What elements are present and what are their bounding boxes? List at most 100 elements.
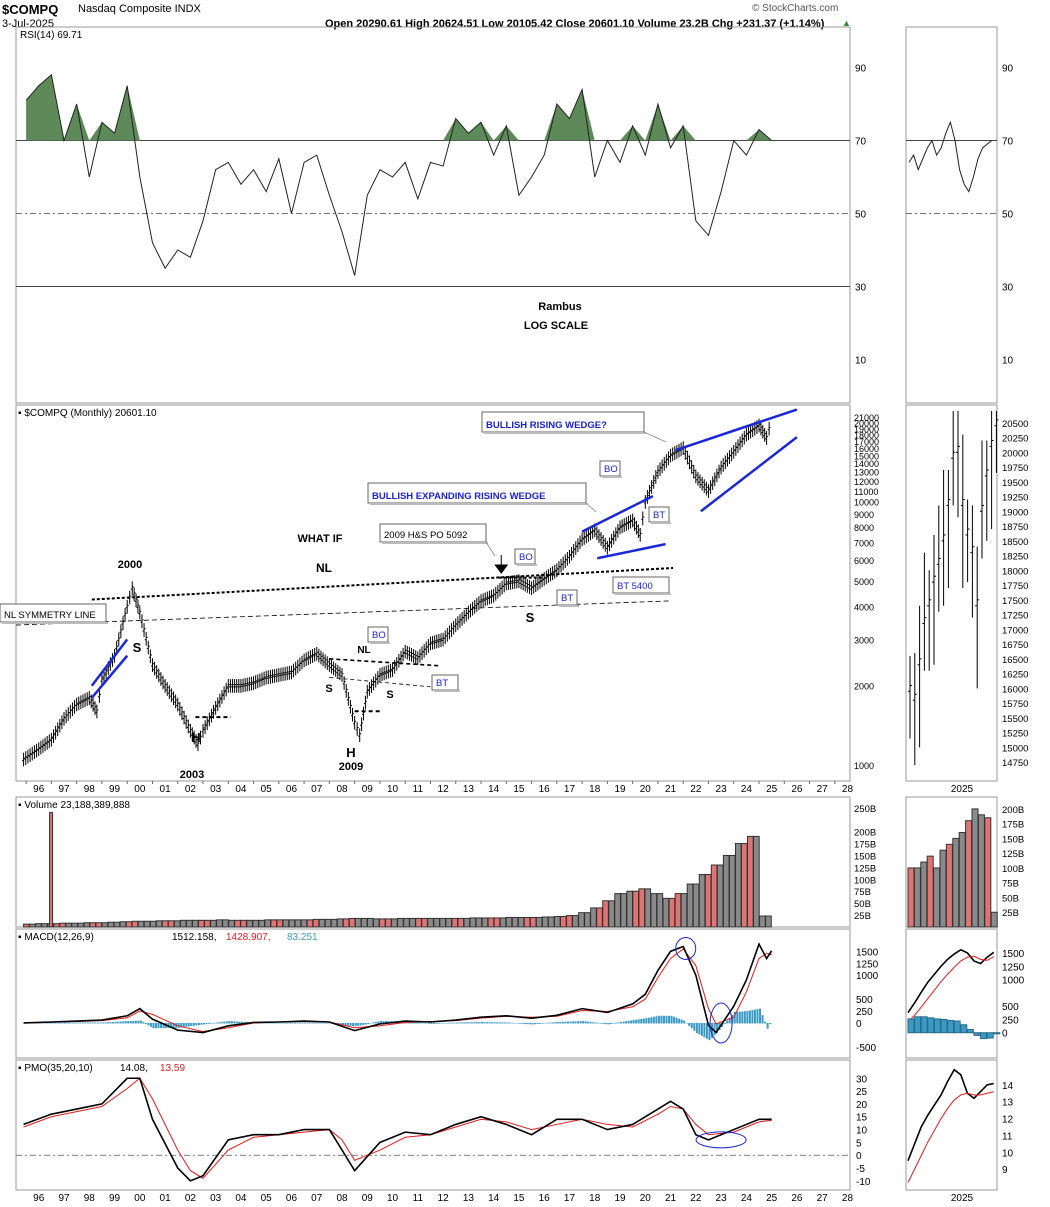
- macd-hist-bar: [329, 1022, 332, 1024]
- macd-hist-bar: [587, 1021, 590, 1024]
- macd-hist-bar: [314, 1022, 317, 1024]
- macd-hist-bar: [306, 1022, 309, 1024]
- macd-hist-bar: [48, 1022, 51, 1024]
- zoom-price-y-tick: 16500: [1002, 655, 1028, 666]
- macd-hist-bar: [228, 1021, 231, 1024]
- volume-bar: [427, 917, 434, 928]
- macd-y-tick: 1000: [856, 971, 879, 982]
- macd-hist-bar: [213, 1022, 216, 1024]
- macd-hist-bar: [455, 1022, 458, 1024]
- volume-bar: [276, 919, 284, 928]
- x-tick-label: 15: [513, 1193, 525, 1204]
- pmo-y-tick: 5: [856, 1138, 862, 1149]
- zoom-volume-bar: [926, 855, 934, 928]
- volume-bar: [469, 917, 477, 928]
- zoom-volume-bar: [933, 867, 941, 928]
- volume-bar: [210, 919, 217, 928]
- annotation-2003: 2003: [180, 769, 204, 781]
- volume-bar: [759, 915, 766, 928]
- pmo-circle: [695, 1131, 747, 1149]
- volume-bar: [765, 915, 772, 928]
- zoom-volume-bar: [971, 808, 979, 928]
- macd-hist-bar: [652, 1016, 655, 1024]
- macd-hist-bar: [751, 1010, 754, 1024]
- volume-bar: [541, 916, 549, 928]
- volume-bar: [535, 916, 543, 928]
- zoom-volume-bar: [939, 849, 947, 928]
- x-tick-label: 99: [109, 1193, 121, 1204]
- macd-hist-bar: [761, 1015, 764, 1024]
- watermark: © StockCharts.com: [752, 3, 839, 14]
- x-tick-label: 99: [109, 784, 121, 795]
- macd-hist-bar: [764, 1021, 767, 1024]
- macd-hist-bar: [592, 1022, 595, 1024]
- macd-hist-bar: [637, 1019, 640, 1024]
- x-tick-label: 01: [160, 784, 172, 795]
- volume-bar: [59, 922, 66, 928]
- macd-hist-bar: [645, 1018, 648, 1024]
- volume-y-tick: 25B: [854, 911, 871, 922]
- macd-hist-bar: [523, 1022, 526, 1024]
- hs-po-label-shadow: [382, 542, 488, 544]
- macd-hist-bar: [630, 1020, 633, 1024]
- callout-leader: [585, 502, 597, 513]
- volume-bar: [644, 888, 652, 928]
- macd-hist-bar: [64, 1022, 67, 1024]
- pmo-y-tick: 20: [856, 1100, 868, 1111]
- macd-hist-bar: [43, 1022, 46, 1024]
- macd-hist-bar: [134, 1020, 137, 1024]
- macd-hist-bar: [579, 1021, 582, 1024]
- volume-bar: [590, 907, 597, 928]
- bo-2019-label-text: BO: [604, 464, 618, 475]
- macd-hist-bar: [458, 1022, 461, 1024]
- zoom-macd-y-tick: 500: [1002, 1002, 1019, 1013]
- zoom-volume-bar: [984, 817, 992, 928]
- zoom-frame-rsi: [905, 26, 998, 404]
- macd-hist-bar: [723, 1022, 726, 1025]
- volume-bar: [348, 917, 356, 928]
- volume-bar: [270, 919, 278, 928]
- macd-hist-bar: [705, 1022, 708, 1039]
- zoom-price-y-tick: 19750: [1002, 463, 1028, 474]
- bullish-rising-wedge-label-text: BULLISH RISING WEDGE?: [486, 420, 607, 431]
- x-tick-label: 08: [336, 784, 348, 795]
- x-tick-label: 96: [33, 1193, 45, 1204]
- volume-bar: [228, 919, 235, 928]
- zoom-macd-hist-bar: [986, 1032, 994, 1039]
- volume-bar: [481, 917, 489, 928]
- volume-y-tick: 50B: [854, 899, 871, 910]
- macd-hist-bar: [53, 1022, 56, 1024]
- macd-hist-bar: [367, 1022, 370, 1024]
- zoom-macd-hist-bar: [980, 1032, 988, 1040]
- neckline-2009: [329, 658, 441, 667]
- volume-bar: [125, 921, 133, 928]
- volume-bar: [505, 916, 513, 928]
- macd-hist-bar: [440, 1022, 443, 1024]
- x-tick-label: 28: [842, 1193, 854, 1204]
- x-tick-label: 09: [362, 1193, 374, 1204]
- zoom-rsi-y-tick: 30: [1002, 283, 1014, 294]
- x-tick-label: 11: [413, 784, 424, 795]
- macd-hist-bar: [594, 1022, 597, 1024]
- volume-bar: [258, 919, 265, 928]
- macd-hist-bar: [94, 1022, 97, 1024]
- volume-bar: [246, 919, 253, 928]
- macd-hist-bar: [342, 1022, 345, 1025]
- zoom-price-y-tick: 18750: [1002, 522, 1028, 533]
- x-tick-label: 27: [817, 1193, 829, 1204]
- macd-hist-bar: [670, 1015, 673, 1024]
- rsi-y-tick: 90: [855, 64, 867, 75]
- macd-hist-bar: [268, 1022, 271, 1024]
- price-y-tick: 7000: [854, 538, 874, 548]
- macd-hist-bar: [172, 1022, 175, 1028]
- volume-bar: [198, 919, 205, 928]
- x-tick-label: 26: [791, 1193, 803, 1204]
- volume-bar: [312, 918, 320, 928]
- price-y-tick: 3000: [854, 635, 874, 645]
- rsi-y-tick: 70: [855, 137, 867, 148]
- volume-bar: [547, 916, 555, 928]
- macd-hist-bar: [243, 1021, 246, 1024]
- x-tick-label: 15: [513, 784, 525, 795]
- volume-bar: [439, 917, 446, 928]
- macd-hist-bar: [157, 1022, 160, 1029]
